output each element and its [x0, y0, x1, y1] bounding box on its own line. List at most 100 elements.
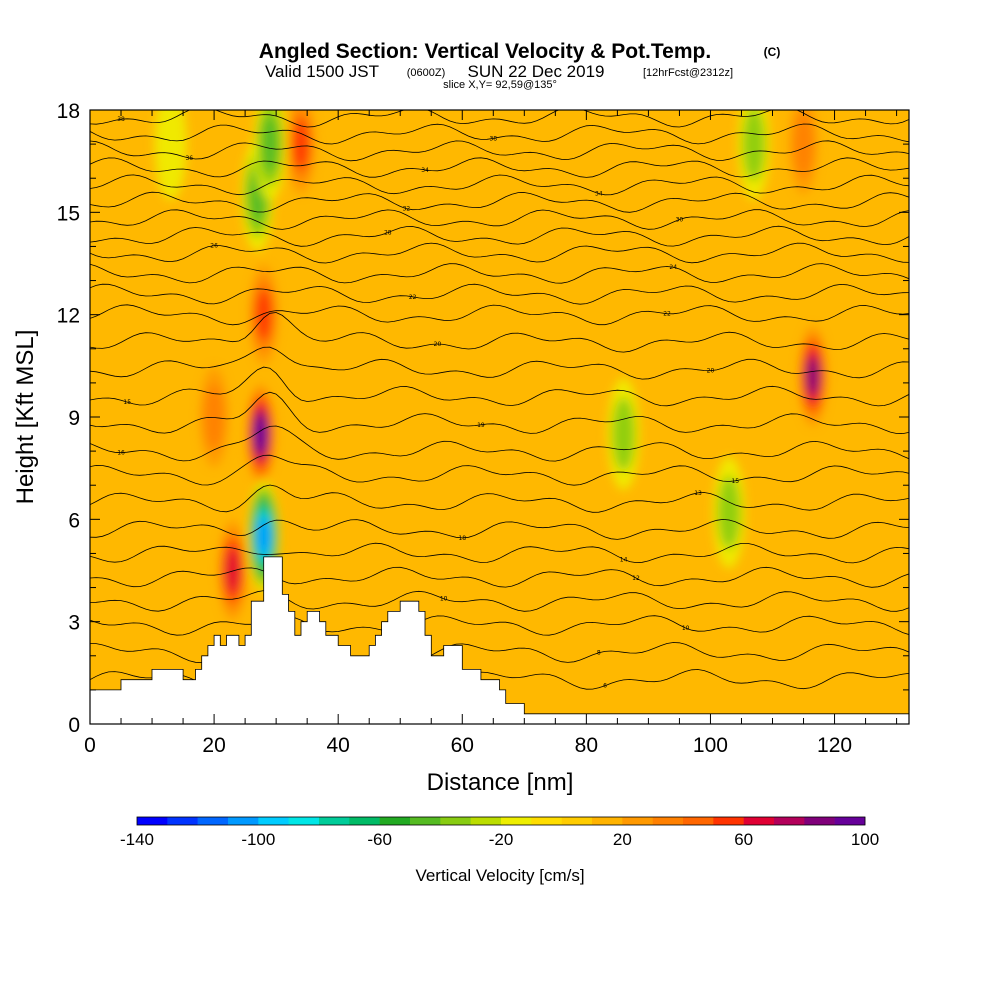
velocity-field [154, 110, 827, 621]
colorbar-swatch [804, 817, 835, 825]
theta-contour-line [90, 123, 909, 145]
colorbar-swatch [410, 817, 441, 825]
theta-contour-label: 8 [597, 650, 601, 657]
x-tick-label: 0 [84, 734, 96, 757]
y-tick-label: 18 [57, 100, 80, 123]
colorbar-swatch [470, 817, 502, 825]
colorbar-swatch [137, 817, 168, 825]
valid-time-zulu: (0600Z) [407, 67, 446, 79]
theta-contour-label: 38 [489, 135, 497, 142]
theta-contour-line [90, 157, 909, 178]
theta-contour-line [90, 242, 909, 264]
theta-contour-label: 10 [682, 625, 690, 632]
y-axis-label: Height [Kft MSL] [12, 330, 39, 505]
theta-contour-line [90, 590, 909, 612]
colorbar-swatch [713, 817, 744, 825]
theta-contour-line [90, 425, 909, 462]
colorbar-swatch [531, 817, 562, 825]
colorbar-swatch [197, 817, 229, 825]
theta-contour-label: 14 [620, 556, 628, 563]
x-axis: 0 20 40 60 80 100 120 [84, 110, 898, 757]
velocity-cell-updraft [806, 356, 820, 396]
velocity-cell-downdraft [612, 397, 635, 471]
velocity-cell-updraft [292, 118, 310, 171]
colorbar-swatch [834, 817, 866, 825]
title-block: Angled Section: Vertical Velocity & Pot.… [259, 40, 781, 91]
y-tick-label: 0 [68, 714, 80, 737]
theta-contour-label: 20 [707, 368, 715, 375]
theta-contour-label: 28 [384, 230, 392, 237]
colorbar-tick-label: -20 [489, 830, 514, 849]
theta-contour-label: 38 [117, 116, 125, 123]
colorbar-swatch [379, 817, 411, 825]
theta-contour-label: 34 [595, 191, 603, 198]
colorbar-swatch [774, 817, 805, 825]
plot-area: 6 8 10 10 12 14 18 13 15 16 19 15 20 20 22 22 24 26 28 30 32… [90, 110, 909, 724]
theta-contour-line [90, 174, 909, 196]
colorbar-swatch [288, 817, 320, 825]
theta-contour-line [90, 484, 909, 513]
colorbar-tick-label: 60 [734, 830, 753, 849]
theta-contour-line [90, 304, 909, 326]
x-tick-label: 80 [575, 734, 598, 757]
velocity-cell-updraft [793, 110, 814, 178]
theta-contour-line [90, 312, 909, 353]
velocity-cell-downdraft [742, 110, 766, 181]
theta-contour-line [90, 391, 909, 435]
y-tick-label: 3 [68, 612, 80, 635]
theta-contour-label: 12 [632, 575, 640, 582]
colorbar-tick-label: 100 [851, 830, 879, 849]
x-tick-label: 60 [451, 734, 474, 757]
valid-time-prefix: Valid 1500 JST [265, 62, 379, 81]
theta-contour-label: 13 [694, 490, 702, 497]
colorbar-label: Vertical Velocity [cm/s] [415, 866, 584, 885]
velocity-cell-updraft [255, 288, 273, 341]
valid-date: SUN 22 Dec 2019 [467, 62, 604, 81]
theta-contour-line [90, 454, 909, 486]
velocity-cell-downdraft [154, 110, 187, 201]
x-tick-label: 20 [202, 734, 225, 757]
velocity-cell-downdraft [257, 518, 271, 554]
theta-contour-line [90, 209, 909, 230]
x-tick-label: 120 [817, 734, 852, 757]
y-tick-label: 12 [57, 305, 80, 328]
colorbar-tick-label: 20 [613, 830, 632, 849]
theta-contour-line [90, 518, 909, 540]
theta-contour-label: 22 [409, 294, 417, 301]
theta-contour-line [90, 566, 909, 588]
colorbar-ticks: -140 -100 -60 -20 20 60 100 [120, 830, 879, 849]
theta-contour-line [90, 225, 909, 247]
colorbar [136, 816, 866, 826]
colorbar-tick-label: -60 [367, 830, 392, 849]
theta-contour-label: 36 [185, 155, 193, 162]
theta-contour-line [90, 346, 909, 380]
theta-contour-label: 26 [210, 243, 218, 250]
colorbar-tick-label: -100 [241, 830, 275, 849]
theta-contour-line [90, 366, 909, 407]
theta-contour-label: 22 [663, 311, 671, 318]
colorbar-tick-label: -140 [120, 830, 154, 849]
colorbar-swatch [501, 817, 532, 825]
theta-contour-line [90, 615, 909, 636]
colorbar-swatch [683, 817, 714, 825]
x-tick-label: 100 [693, 734, 728, 757]
x-axis-label: Distance [nm] [427, 769, 574, 796]
y-tick-label: 9 [68, 407, 80, 430]
theta-contours: 6 8 10 10 12 14 18 13 15 16 19 15 20 20 22 22 24 26 28 30 32… [90, 110, 909, 691]
theta-contour-label: 18 [458, 535, 466, 542]
colorbar-swatch [319, 817, 350, 825]
colorbar-swatch [561, 817, 593, 825]
theta-contour-label: 20 [434, 341, 442, 348]
theta-contour-label: 30 [676, 216, 684, 223]
y-tick-label: 15 [57, 202, 80, 225]
theta-contour-label: 6 [603, 683, 607, 690]
chart-title-unit: (C) [764, 45, 781, 59]
theta-contour-line [90, 283, 909, 305]
colorbar-swatch [349, 817, 380, 825]
y-tick-label: 6 [68, 509, 80, 532]
colorbar-swatch [258, 817, 289, 825]
theta-contour-label: 16 [117, 450, 125, 457]
colorbar-swatch [743, 817, 775, 825]
